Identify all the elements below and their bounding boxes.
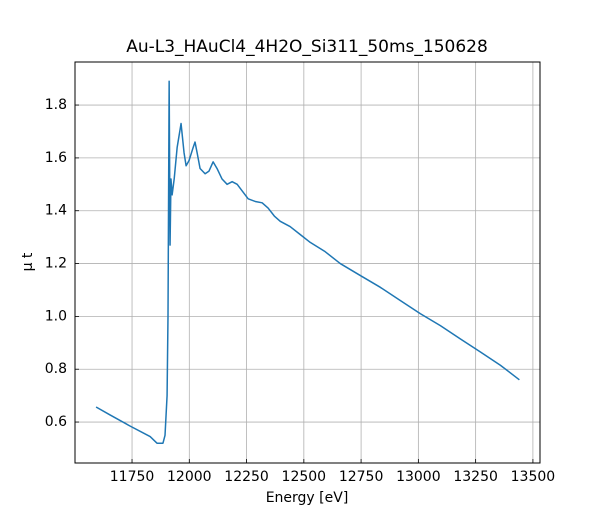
y-tick-label: 1.2 [45,256,67,272]
y-tick-label: 0.6 [45,414,67,430]
x-tick-label: 13250 [453,469,498,485]
y-tick-label: 1.0 [45,308,67,324]
x-tick-label: 12500 [282,469,327,485]
y-tick-label: 1.8 [45,97,67,113]
y-tick-label: 0.8 [45,361,67,377]
x-axis-label: Energy [eV] [266,490,349,506]
chart-title: Au-L3_HAuCl4_4H2O_Si311_50ms_150628 [126,37,488,57]
x-tick-label: 13000 [396,469,441,485]
x-tick-label: 12750 [339,469,384,485]
x-tick-label: 13500 [511,469,556,485]
y-tick-label: 1.6 [45,150,67,166]
y-axis-label: μ t [20,252,36,271]
y-tick-label: 1.4 [45,203,67,219]
x-tick-label: 11750 [110,469,155,485]
x-tick-label: 12250 [224,469,269,485]
plot-frame [74,61,541,464]
x-tick-label: 12000 [167,469,212,485]
line-series [95,80,520,444]
